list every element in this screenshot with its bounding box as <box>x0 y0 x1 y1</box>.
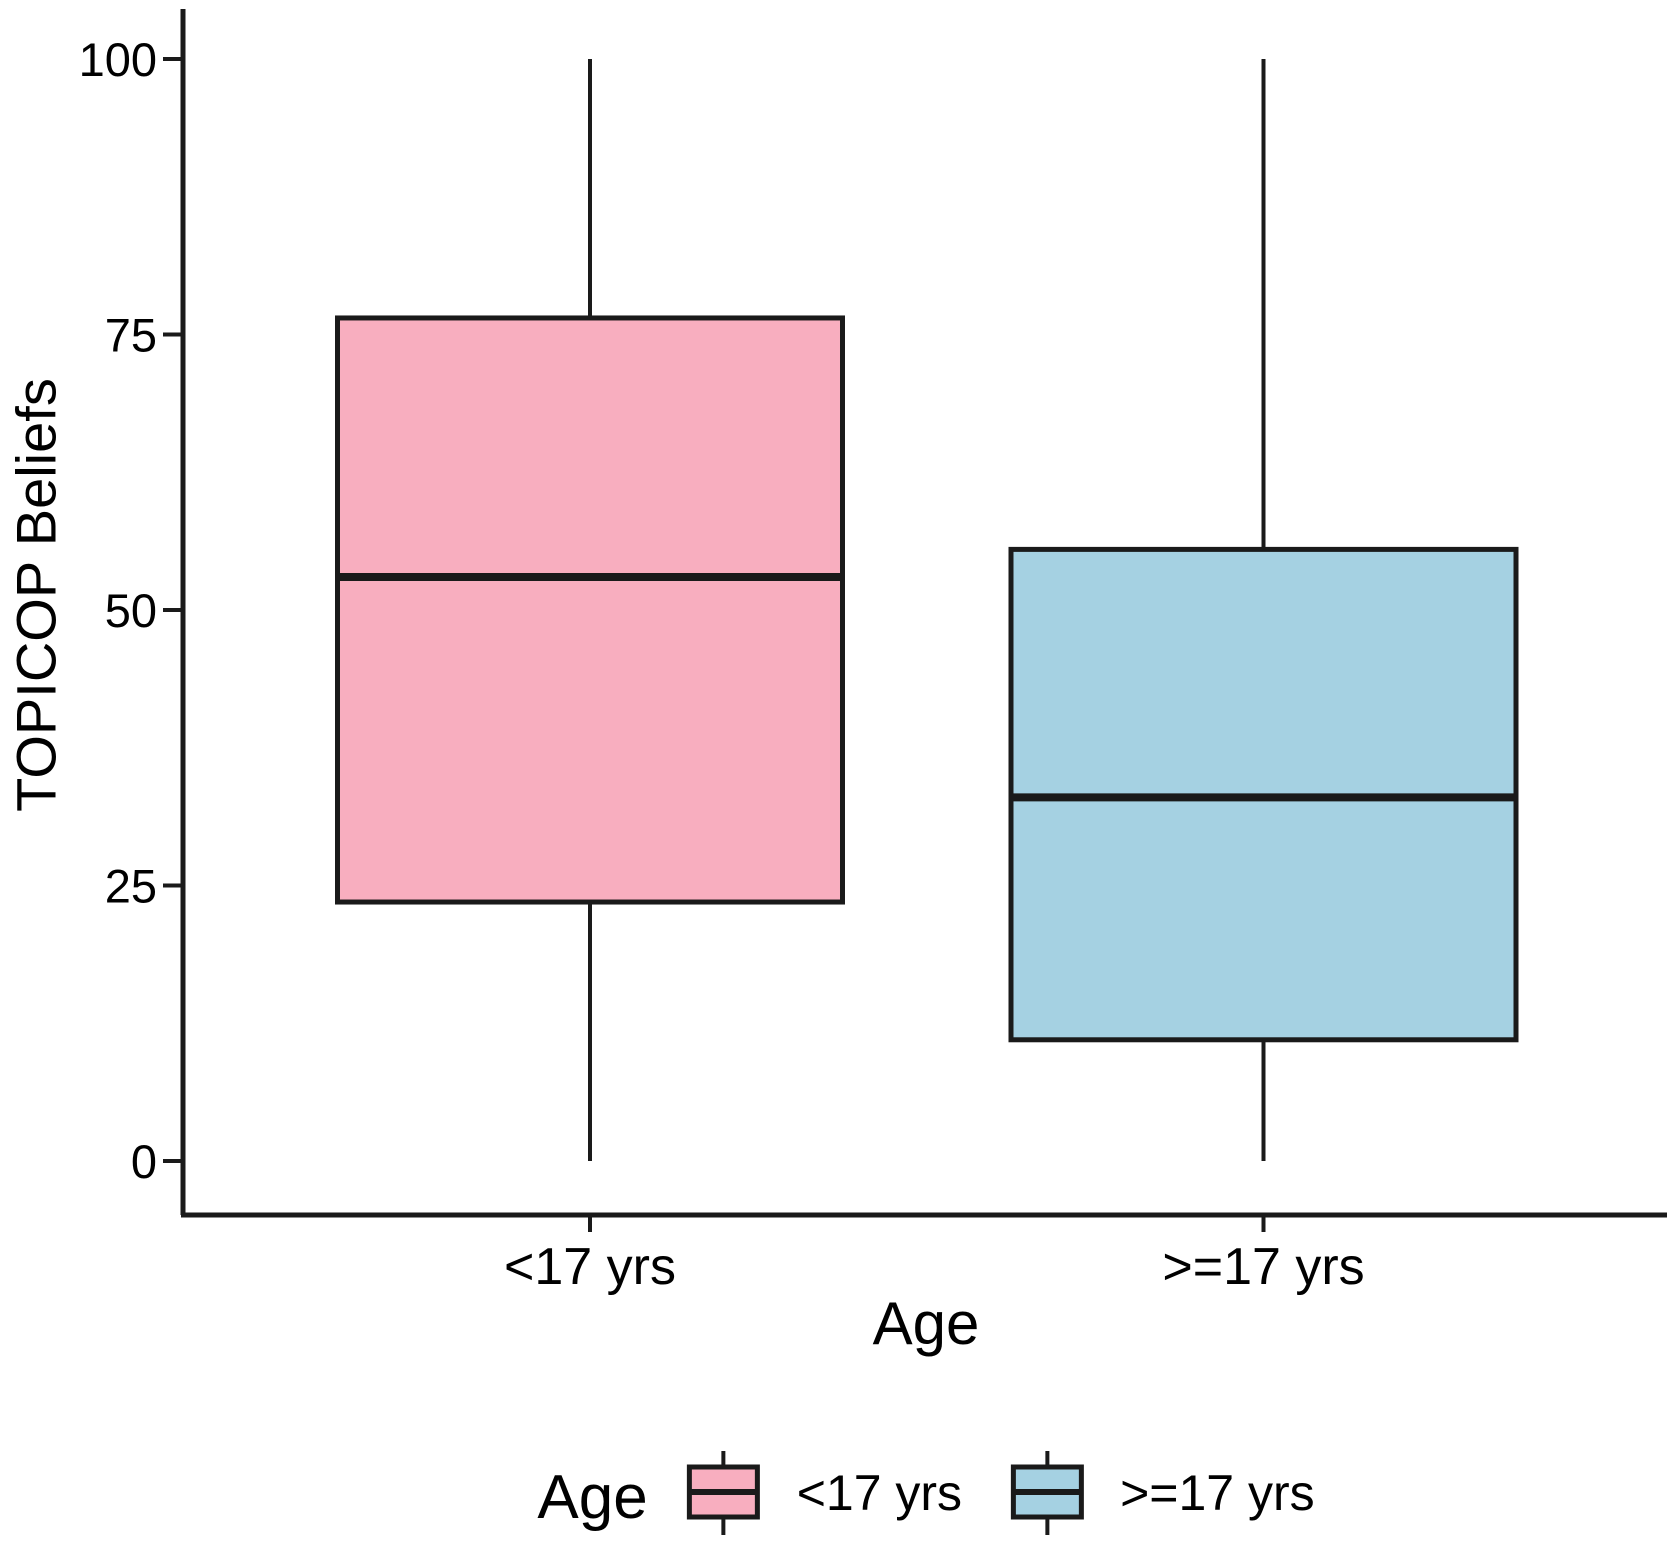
y-axis-tick-label: 25 <box>105 860 157 913</box>
boxplot-key-icon-under-17 <box>687 1451 761 1535</box>
y-axis-tick-label: 100 <box>79 33 157 86</box>
y-axis-title: TOPICOP Beliefs <box>4 378 68 812</box>
legend-label-under-17: <17 yrs <box>796 1465 963 1521</box>
legend-label-17-and-over: >=17 yrs <box>1120 1465 1315 1521</box>
legend-title: Age <box>537 1462 648 1532</box>
y-axis-tick-label: 0 <box>131 1135 157 1188</box>
x-axis-title: Age <box>872 1290 980 1357</box>
y-axis-tick-label: 75 <box>105 309 157 362</box>
x-axis-tick-label: <17 yrs <box>504 1238 676 1296</box>
y-axis-tick-label: 50 <box>105 584 157 637</box>
box <box>335 315 845 905</box>
boxplot-key-icon-17-and-over <box>1010 1451 1084 1535</box>
x-axis-tick-label: >=17 yrs <box>1162 1238 1364 1296</box>
legend: Age <17 yrs >=17 yrs <box>537 1450 1315 1536</box>
